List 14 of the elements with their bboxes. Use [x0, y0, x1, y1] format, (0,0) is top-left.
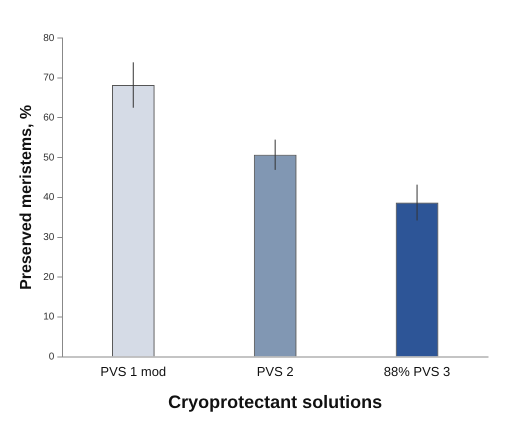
y-tick-label: 0 — [48, 352, 55, 363]
y-tick-label: 20 — [43, 272, 55, 283]
x-tick-label: PVS 1 mod — [100, 364, 166, 380]
x-tick-label: PVS 2 — [256, 364, 294, 380]
y-axis-title: Preserved meristems, % — [18, 104, 36, 290]
x-axis-title: Cryoprotectant solutions — [168, 392, 382, 412]
y-tick-label: 10 — [43, 312, 55, 323]
y-tick-label: 30 — [43, 232, 55, 243]
y-tick-label: 60 — [43, 112, 55, 124]
y-tick-label: 80 — [43, 32, 55, 44]
x-tick-label: 88% PVS 3 — [384, 364, 450, 380]
y-tick-label: 70 — [43, 72, 55, 84]
y-tick-label: 50 — [43, 152, 55, 164]
y-tick-label: 40 — [43, 192, 55, 204]
